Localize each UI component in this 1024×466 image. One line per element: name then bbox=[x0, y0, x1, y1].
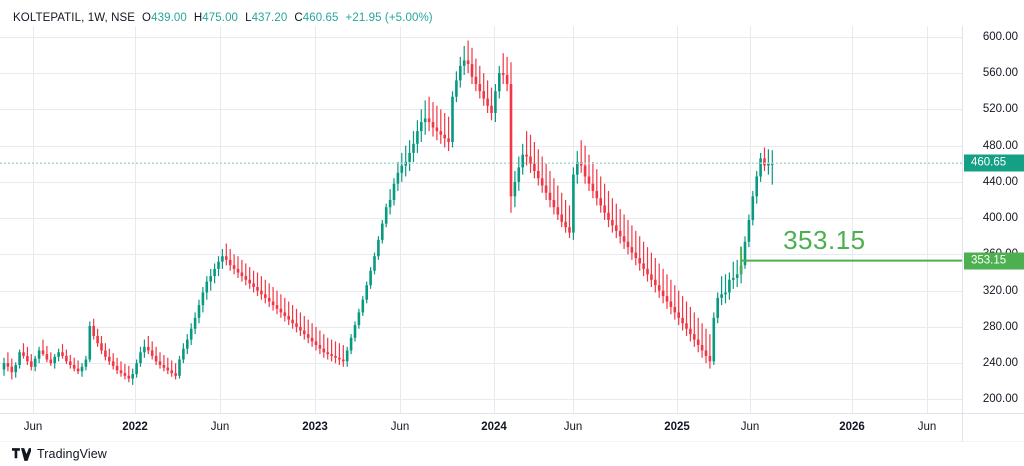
legend-low-value: 437.20 bbox=[251, 12, 288, 24]
time-axis-tick: Jun bbox=[740, 421, 760, 433]
bottom-bar: TradingView bbox=[0, 441, 1024, 466]
time-axis-tick: Jun bbox=[390, 421, 410, 433]
legend-low-label: L bbox=[245, 12, 252, 24]
time-axis[interactable]: Jun 2022 Jun 2023 Jun 2024 Jun 2025 Jun 2026 Jun bbox=[0, 413, 962, 441]
time-axis-tick: 2023 bbox=[302, 421, 328, 433]
time-axis-tick: 2025 bbox=[664, 421, 690, 433]
price-axis-tick: 560.00 bbox=[982, 67, 1018, 80]
legend-open-label: O bbox=[142, 12, 152, 24]
price-axis-tick: 320.00 bbox=[982, 284, 1018, 297]
time-axis-tick: Jun bbox=[210, 421, 230, 433]
legend-change: +21.95 (+5.00%) bbox=[345, 12, 433, 24]
legend-symbol[interactable]: KOLTEPATIL, 1W, NSE bbox=[13, 12, 136, 24]
legend-open-value: 439.00 bbox=[151, 12, 187, 24]
time-axis-tick: Jun bbox=[917, 421, 937, 433]
trendline-price-label: 353.15 bbox=[783, 224, 866, 255]
time-axis-tick: Jun bbox=[23, 421, 43, 433]
legend-close-value: 460.65 bbox=[302, 12, 339, 24]
tradingview-mark-icon bbox=[12, 447, 31, 461]
price-axis-tick: 600.00 bbox=[982, 30, 1018, 43]
price-axis-tick: 200.00 bbox=[982, 393, 1018, 406]
time-axis-corner bbox=[962, 413, 1024, 441]
legend-high-label: H bbox=[193, 12, 203, 24]
time-axis-tick: Jun bbox=[563, 421, 583, 433]
price-axis-tick: 480.00 bbox=[982, 139, 1018, 152]
time-axis-tick: 2024 bbox=[481, 421, 507, 433]
price-axis-tick: 280.00 bbox=[982, 320, 1018, 333]
trendline-price-badge[interactable]: 353.15 bbox=[964, 252, 1024, 270]
legend-high-value: 475.00 bbox=[202, 12, 239, 24]
chart-legend: KOLTEPATIL, 1W, NSE O439.00 H475.00 L437.20… bbox=[13, 11, 433, 25]
tradingview-wordmark: TradingView bbox=[37, 447, 107, 461]
price-axis-tick: 440.00 bbox=[982, 175, 1018, 188]
last-price-badge[interactable]: 460.65 bbox=[964, 154, 1024, 172]
candlestick-series bbox=[2, 40, 774, 385]
price-axis-tick: 520.00 bbox=[982, 103, 1018, 116]
support-trendline bbox=[740, 246, 962, 275]
legend-close-label: C bbox=[294, 12, 303, 24]
price-axis-tick: 240.00 bbox=[982, 357, 1018, 370]
time-axis-tick: 2026 bbox=[839, 421, 865, 433]
price-axis[interactable]: 600.00560.00520.00480.00440.00400.00360.… bbox=[962, 26, 1024, 413]
tradingview-logo[interactable]: TradingView bbox=[12, 447, 107, 461]
chart-plot-area[interactable] bbox=[0, 26, 962, 413]
price-axis-tick: 400.00 bbox=[982, 212, 1018, 225]
time-axis-tick: 2022 bbox=[122, 421, 148, 433]
